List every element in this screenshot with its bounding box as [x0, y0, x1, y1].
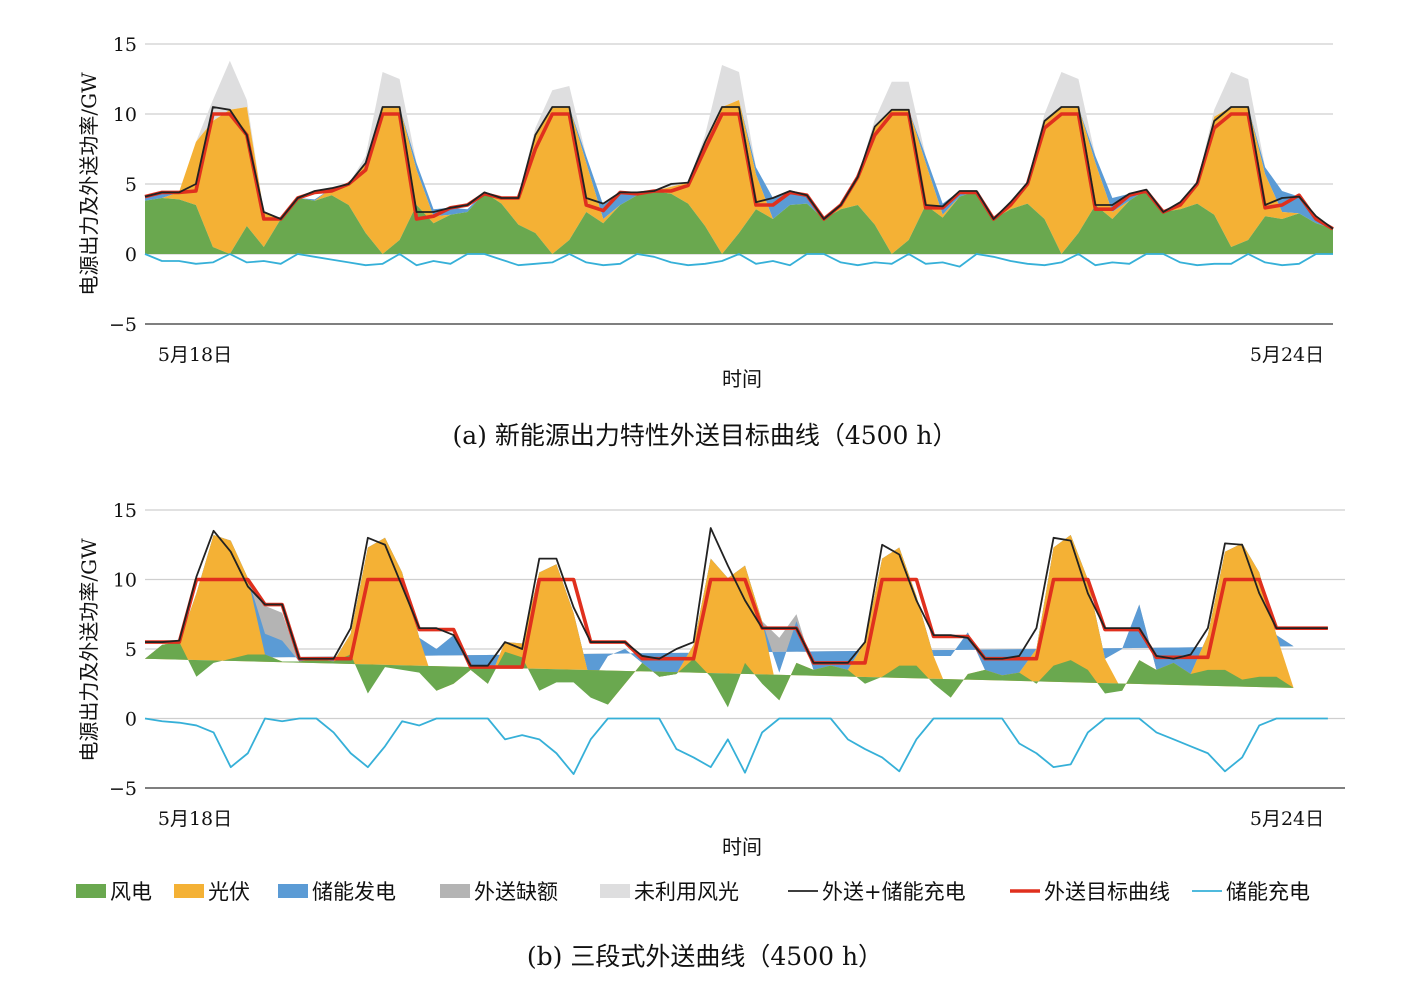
line-外送目标曲线 [145, 577, 1328, 669]
chart-a: 15 10 5 0 −5 5月18日 5月24日 电源出力及外送功率/GW 时间… [77, 34, 1334, 450]
x-tick-label: 5月24日 [1250, 808, 1324, 830]
chart-a-lines [144, 106, 1334, 268]
legend-item-export-plus-charge: 外送+储能充电 [788, 880, 966, 904]
legend-swatch [600, 884, 630, 898]
legend-item-storage-charge: 储能充电 [1192, 880, 1310, 904]
legend-swatch [76, 884, 106, 898]
y-axis-label: 电源出力及外送功率/GW [77, 538, 101, 762]
line-外送目标曲线 [144, 112, 1334, 231]
area-风电 [145, 642, 1294, 708]
chart-caption: (a) 新能源出力特性外送目标曲线（4500 h） [452, 421, 957, 450]
y-tick-label: −5 [109, 778, 137, 800]
x-tick-label: 5月24日 [1250, 344, 1324, 366]
legend-label: 外送缺额 [474, 880, 558, 904]
legend-item-storage-discharge: 储能发电 [278, 880, 396, 904]
legend-swatch [174, 884, 204, 898]
y-tick-label: 0 [125, 709, 137, 731]
legend-label: 光伏 [208, 880, 250, 904]
legend-label: 储能充电 [1226, 880, 1310, 904]
chart-b-xticks: 5月18日 5月24日 [158, 808, 1324, 830]
chart-caption: (b) 三段式外送曲线（4500 h） [527, 942, 883, 971]
legend-label: 外送+储能充电 [822, 880, 966, 904]
y-tick-label: 10 [113, 104, 137, 126]
chart-a-xticks: 5月18日 5月24日 [158, 344, 1324, 366]
y-tick-label: 15 [113, 500, 137, 522]
y-axis-label: 电源出力及外送功率/GW [77, 72, 101, 296]
legend-label: 未利用风光 [634, 880, 739, 904]
legend-label: 风电 [110, 880, 152, 904]
x-axis-label: 时间 [722, 835, 762, 859]
chart-b-lines [144, 527, 1328, 775]
legend-label: 储能发电 [312, 880, 396, 904]
legend-item-shortfall: 外送缺额 [440, 880, 558, 904]
legend-swatch [440, 884, 470, 898]
y-tick-label: −5 [109, 314, 137, 336]
area-风电 [145, 189, 1333, 254]
legend-label: 外送目标曲线 [1044, 880, 1170, 904]
line-储能充电 [144, 253, 1333, 268]
legend-item-curtailed: 未利用风光 [600, 880, 739, 904]
legend-swatch [278, 884, 308, 898]
line-储能充电 [144, 717, 1328, 775]
chart-b: 15 10 5 0 −5 5月18日 5月24日 电源出力及外送功率/GW 时间 [77, 500, 1345, 859]
legend-item-pv: 光伏 [174, 880, 250, 904]
chart-a-yticks: 15 10 5 0 −5 [109, 34, 137, 336]
legend: 风电 光伏 储能发电 外送缺额 未利用风光 外送+储能充电 外送目标曲线 储能 [76, 880, 1310, 904]
legend-item-wind: 风电 [76, 880, 152, 904]
chart-b-areas [145, 535, 1294, 708]
x-axis-label: 时间 [722, 367, 762, 391]
x-tick-label: 5月18日 [158, 344, 232, 366]
area-光伏 [145, 535, 1294, 705]
y-tick-label: 15 [113, 34, 137, 56]
y-tick-label: 5 [125, 639, 137, 661]
legend-item-target-curve: 外送目标曲线 [1010, 880, 1170, 904]
chart-b-yticks: 15 10 5 0 −5 [109, 500, 137, 800]
line-外送+储能充电 [145, 527, 1328, 667]
chart-a-areas [145, 60, 1333, 254]
area-光伏 [145, 100, 1333, 254]
x-tick-label: 5月18日 [158, 808, 232, 830]
y-tick-label: 0 [125, 244, 137, 266]
y-tick-label: 5 [125, 174, 137, 196]
line-外送+储能充电 [144, 106, 1334, 230]
y-tick-label: 10 [113, 570, 137, 592]
